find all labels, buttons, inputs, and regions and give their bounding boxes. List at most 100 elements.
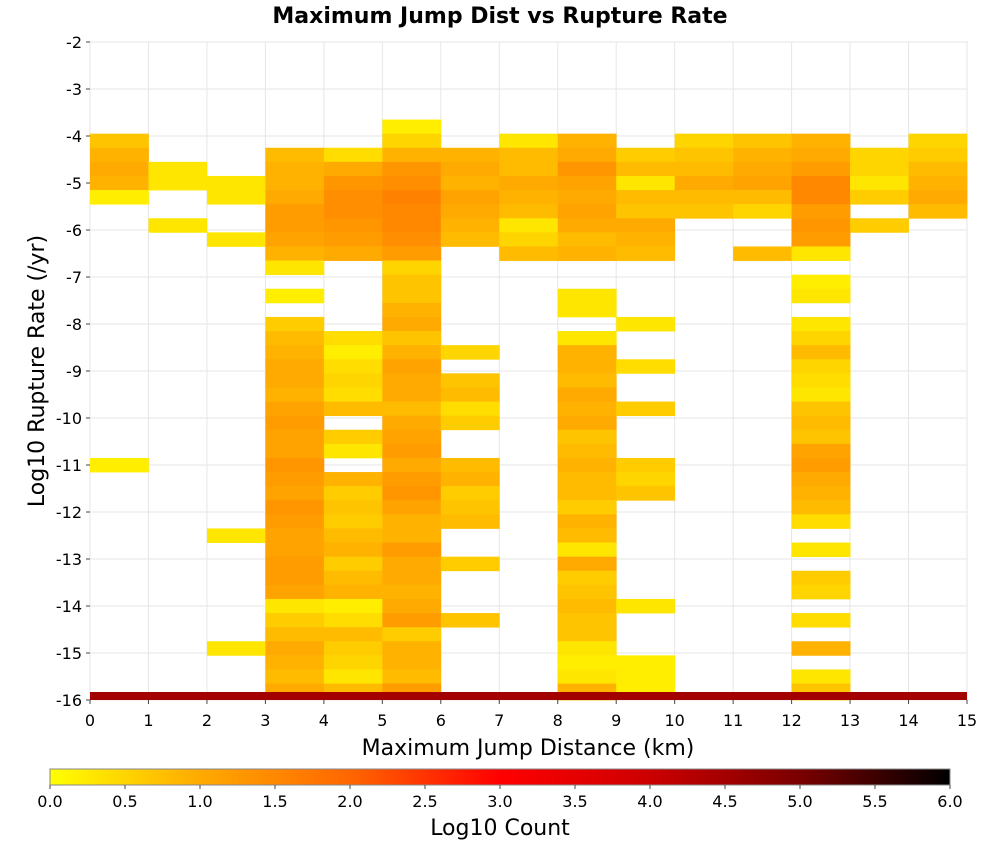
heatmap-cell [323, 570, 383, 586]
heatmap-cell [616, 457, 676, 473]
heatmap-cell [499, 246, 559, 261]
heatmap-cell [265, 528, 325, 543]
heatmap-cell [382, 373, 442, 388]
heatmap-cell [850, 147, 909, 163]
heatmap-cell [499, 204, 559, 219]
heatmap-cell [265, 613, 325, 628]
heatmap-cell [557, 175, 617, 191]
x-tick-label: 9 [611, 711, 621, 730]
heatmap-cell [616, 246, 676, 261]
heatmap-cell [733, 161, 792, 177]
heatmap-cell [440, 415, 500, 431]
heatmap-cell [908, 175, 968, 191]
heatmap-cell [265, 669, 325, 684]
heatmap-cell [557, 415, 617, 431]
heatmap-cell [382, 175, 442, 191]
heatmap-cell [382, 316, 442, 332]
heatmap-cell [382, 387, 442, 402]
heatmap-cell [791, 204, 851, 219]
heatmap-cell [90, 133, 149, 149]
heatmap-cell [440, 373, 500, 388]
heatmap-cell [908, 204, 968, 219]
colorbar-tick-label: 2.5 [412, 792, 437, 811]
heatmap-cell [382, 359, 442, 374]
heatmap-cell [791, 373, 851, 388]
heatmap-cell [674, 147, 734, 163]
colorbar-tick-label: 5.5 [862, 792, 887, 811]
heatmap-cell [382, 218, 442, 233]
x-tick-label: 6 [436, 711, 446, 730]
heatmap-cell [557, 401, 617, 417]
heatmap-cell [265, 288, 325, 304]
heatmap-cell [206, 190, 266, 205]
heatmap-cell [206, 232, 266, 247]
heatmap-cell [616, 232, 676, 247]
heatmap-cell [791, 457, 851, 473]
x-tick-label: 2 [202, 711, 212, 730]
heatmap-cell [557, 641, 617, 656]
x-tick-label: 14 [898, 711, 918, 730]
heatmap-cell [791, 161, 851, 177]
x-tick-label: 1 [143, 711, 153, 730]
heatmap-cell [557, 147, 617, 163]
y-tick-label: -9 [66, 362, 82, 381]
heatmap-cell [557, 514, 617, 529]
heatmap-cell [265, 598, 325, 614]
heatmap-cell [265, 246, 325, 261]
heatmap-cell [791, 288, 851, 304]
heatmap-cell [674, 175, 734, 191]
heatmap-cell [557, 387, 617, 402]
heatmap-cell [265, 387, 325, 402]
heatmap-cell [265, 401, 325, 417]
colorbar-tick-label: 0.5 [112, 792, 137, 811]
heatmap-cell [265, 556, 325, 572]
heatmap-cell [323, 556, 383, 572]
heatmap-cell [323, 486, 383, 501]
heatmap-cell [382, 204, 442, 219]
heatmap-cell [557, 570, 617, 586]
x-axis-ticks: 0 1 2 3 4 5 6 7 8 9 10 11 12 13 14 15 [85, 700, 977, 730]
heatmap-cell [791, 147, 851, 163]
heatmap-cell [148, 175, 208, 191]
heatmap-cell [557, 288, 617, 304]
heatmap-cell [265, 584, 325, 600]
heatmap-cell [440, 147, 500, 163]
heatmap-cell [382, 232, 442, 247]
heatmap-cell [557, 443, 617, 459]
heatmap-cell [499, 175, 559, 191]
heatmap-cell [791, 218, 851, 233]
heatmap-cell [440, 190, 500, 205]
heatmap-cell [382, 486, 442, 501]
heatmap-cell [499, 190, 559, 205]
heatmap-cell [674, 190, 734, 205]
y-tick-label: -16 [56, 691, 82, 710]
heatmap-cell [323, 175, 383, 191]
heatmap-cell [440, 486, 500, 501]
heatmap-cell [323, 359, 383, 374]
heatmap-cell [440, 472, 500, 487]
y-tick-label: -6 [66, 221, 82, 240]
heatmap-cell [382, 190, 442, 205]
x-axis-label: Maximum Jump Distance (km) [362, 736, 695, 761]
heatmap-cell [557, 218, 617, 233]
heatmap-cell [440, 345, 500, 360]
heatmap-cell [616, 218, 676, 233]
heatmap-cell [382, 542, 442, 558]
heatmap-cell [382, 133, 442, 149]
heatmap-cell [616, 161, 676, 177]
heatmap-cell [791, 486, 851, 501]
heatmap-cell [265, 204, 325, 219]
heatmap-cell [616, 190, 676, 205]
heatmap-cell [791, 359, 851, 374]
heatmap-cell [323, 218, 383, 233]
colorbar-tick-label: 4.0 [637, 792, 662, 811]
heatmap-cell [616, 316, 676, 332]
heatmap-cell [850, 218, 909, 233]
y-tick-label: -10 [56, 409, 82, 428]
heatmap-cell [323, 204, 383, 219]
heatmap-cell [499, 147, 559, 163]
heatmap-cell [265, 190, 325, 205]
heatmap-cell [382, 288, 442, 304]
heatmap-cell [382, 345, 442, 360]
heatmap-cell [557, 584, 617, 600]
